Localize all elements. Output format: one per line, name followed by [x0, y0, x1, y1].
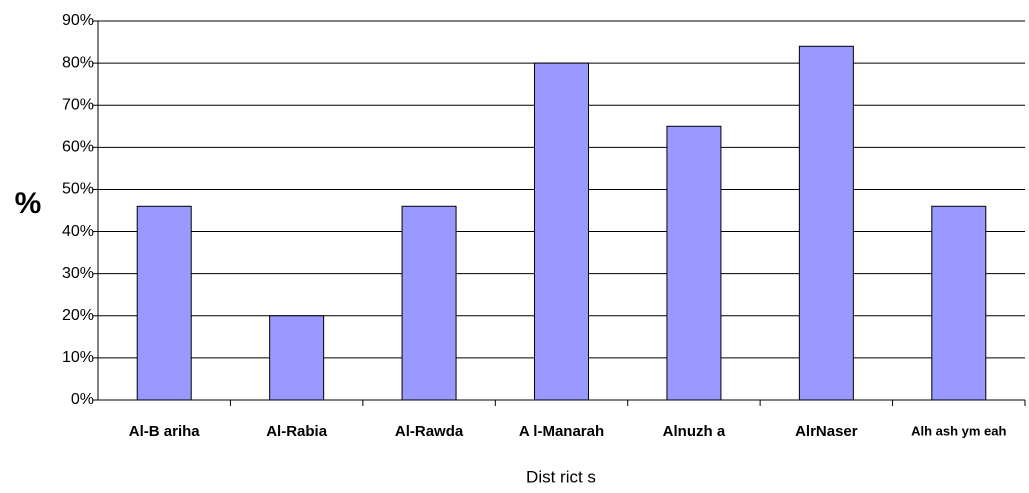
bar: [269, 315, 325, 401]
bar: [798, 45, 854, 401]
x-tick-label: Al-B ariha: [129, 423, 201, 440]
bar: [136, 205, 192, 401]
bar: [666, 125, 722, 401]
bar: [401, 205, 457, 401]
y-tick-label: 90%: [62, 12, 94, 29]
y-tick-label: 70%: [62, 96, 94, 113]
x-tick-label: Alh ash ym eah: [911, 423, 1006, 438]
x-tick-label: Al-Rawda: [395, 423, 464, 440]
y-tick-label: 80%: [62, 54, 94, 71]
x-tick-label: Al-Rabia: [266, 423, 328, 440]
x-tick-label: AlrNaser: [795, 423, 858, 440]
y-tick-label: 30%: [62, 265, 94, 282]
bar: [534, 62, 589, 401]
y-tick-label: 0%: [71, 391, 94, 408]
y-axis-label: %: [15, 187, 42, 220]
y-tick-label: 20%: [62, 307, 94, 324]
y-tick-label: 40%: [62, 223, 94, 240]
y-tick-label: 50%: [62, 181, 94, 198]
x-axis-label: Dist rict s: [526, 467, 596, 486]
x-tick-label: A l-Manarah: [519, 423, 604, 440]
bar: [931, 205, 987, 401]
y-tick-label: 10%: [62, 349, 94, 366]
y-tick-label: 60%: [62, 139, 94, 156]
x-tick-label: Alnuzh a: [663, 423, 726, 440]
